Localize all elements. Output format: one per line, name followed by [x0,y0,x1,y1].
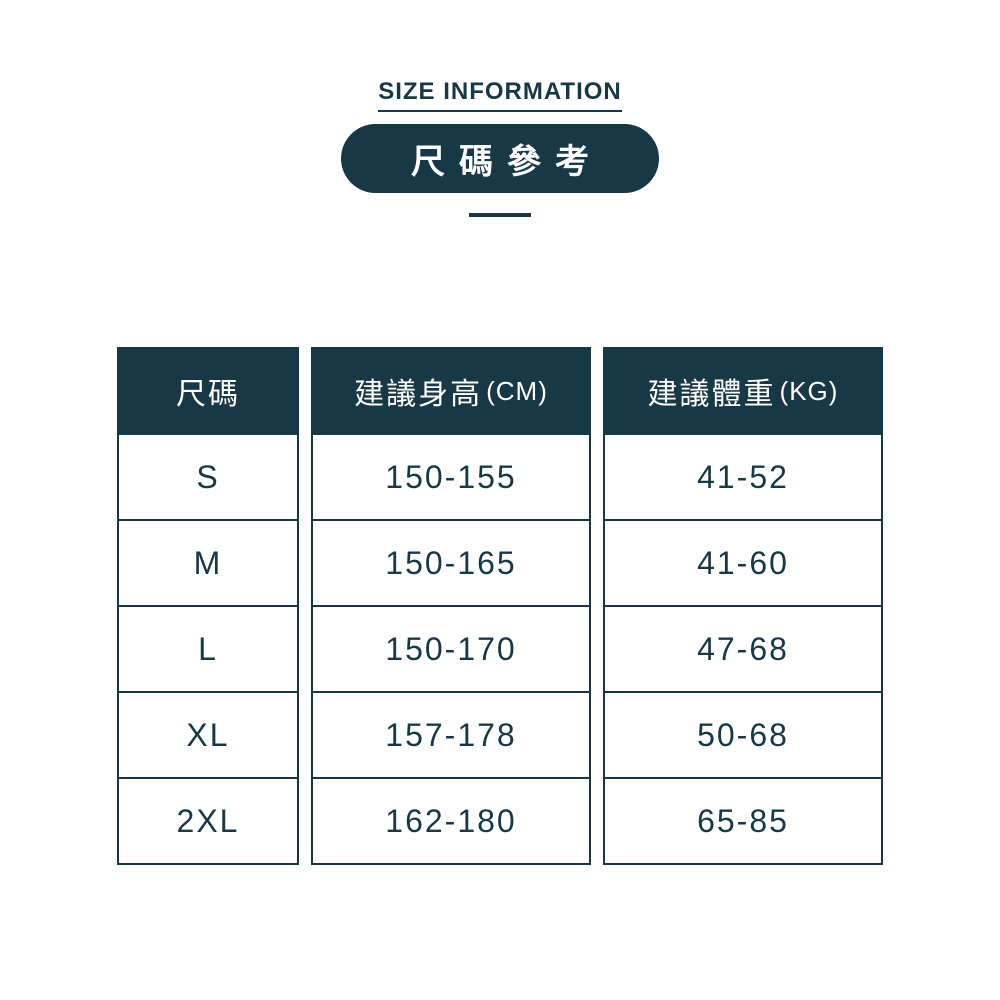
table-row: S [117,433,299,521]
header-block: SIZE INFORMATION 尺碼參考 [341,78,659,217]
header-weight-unit: (KG) [780,376,839,407]
table-row: 150-155 [311,433,591,521]
header-size: 尺碼 [117,347,299,435]
table-row: 50-68 [603,691,883,779]
table-row: 150-165 [311,519,591,607]
column-height: 建議身高 (CM) 150-155 150-165 150-170 157-17… [311,347,591,865]
chinese-title-pill: 尺碼參考 [341,124,659,193]
table-row: 2XL [117,777,299,865]
table-row: 47-68 [603,605,883,693]
header-weight: 建議體重 (KG) [603,347,883,435]
table-row: XL [117,691,299,779]
header-weight-label: 建議體重 [648,369,776,413]
title-underline [469,213,531,217]
table-row: 162-180 [311,777,591,865]
table-row: 41-60 [603,519,883,607]
header-height-label: 建議身高 [354,369,482,413]
table-row: M [117,519,299,607]
header-size-label: 尺碼 [176,369,240,413]
column-weight: 建議體重 (KG) 41-52 41-60 47-68 50-68 65-85 [603,347,883,865]
table-row: 150-170 [311,605,591,693]
size-table: 尺碼 S M L XL 2XL 建議身高 (CM) 150-155 150-16… [117,347,883,865]
column-size: 尺碼 S M L XL 2XL [117,347,299,865]
table-row: 41-52 [603,433,883,521]
table-row: L [117,605,299,693]
header-height-unit: (CM) [486,376,548,407]
english-title: SIZE INFORMATION [378,78,622,112]
table-row: 65-85 [603,777,883,865]
header-height: 建議身高 (CM) [311,347,591,435]
table-row: 157-178 [311,691,591,779]
